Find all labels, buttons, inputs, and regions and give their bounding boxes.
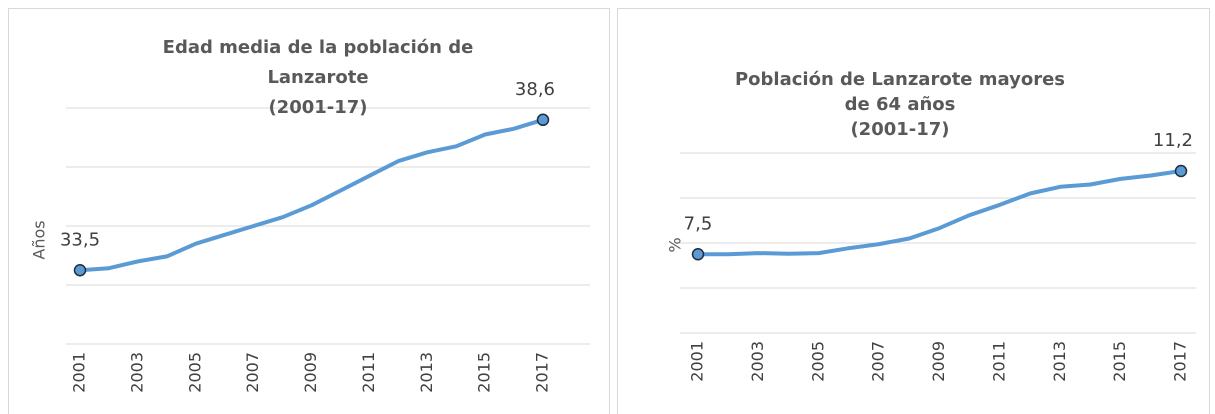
- line: [698, 169, 1182, 257]
- x-tick-label: 2005: [808, 341, 827, 382]
- x-tick-label: 2013: [417, 352, 436, 393]
- x-tick-label: 2007: [869, 341, 888, 382]
- y-axis-label: %: [666, 237, 685, 252]
- x-tick-label: 2009: [929, 341, 948, 382]
- x-tick-label: 2015: [475, 352, 494, 393]
- marker: [1174, 164, 1188, 178]
- chart-title: (2001-17): [850, 119, 949, 140]
- chart-title: Población de Lanzarote mayores: [735, 69, 1065, 90]
- panel: [617, 8, 1210, 414]
- y-axis-label: Años: [30, 220, 49, 259]
- x-tick-label: 2001: [70, 352, 89, 393]
- x-tick-label: 2001: [688, 341, 707, 382]
- data-label: 11,2: [1153, 130, 1193, 151]
- marker: [73, 264, 87, 277]
- x-tick-label: 2017: [533, 352, 552, 393]
- data-label: 33,5: [60, 229, 100, 250]
- chart-title: de 64 años: [845, 94, 956, 115]
- x-tick-label: 2005: [185, 352, 204, 393]
- chart-title: Edad media de la población de: [163, 37, 474, 58]
- x-tick-label: 2015: [1110, 341, 1129, 382]
- panel: [8, 8, 610, 414]
- x-tick-label: 2013: [1050, 341, 1069, 382]
- x-tick-label: 2011: [989, 341, 1008, 382]
- x-tick-label: 2003: [748, 341, 767, 382]
- x-tick-label: 2003: [127, 352, 146, 393]
- data-label: 38,6: [515, 79, 555, 100]
- line: [79, 117, 544, 273]
- marker: [691, 248, 705, 261]
- x-tick-label: 2009: [301, 352, 320, 393]
- marker: [536, 113, 550, 127]
- chart-title: Lanzarote: [267, 67, 368, 88]
- x-tick-label: 2007: [243, 352, 262, 393]
- data-label: 7,5: [684, 213, 713, 234]
- x-tick-label: 2017: [1171, 341, 1190, 382]
- x-tick-label: 2011: [359, 352, 378, 393]
- chart-title: (2001-17): [268, 97, 367, 118]
